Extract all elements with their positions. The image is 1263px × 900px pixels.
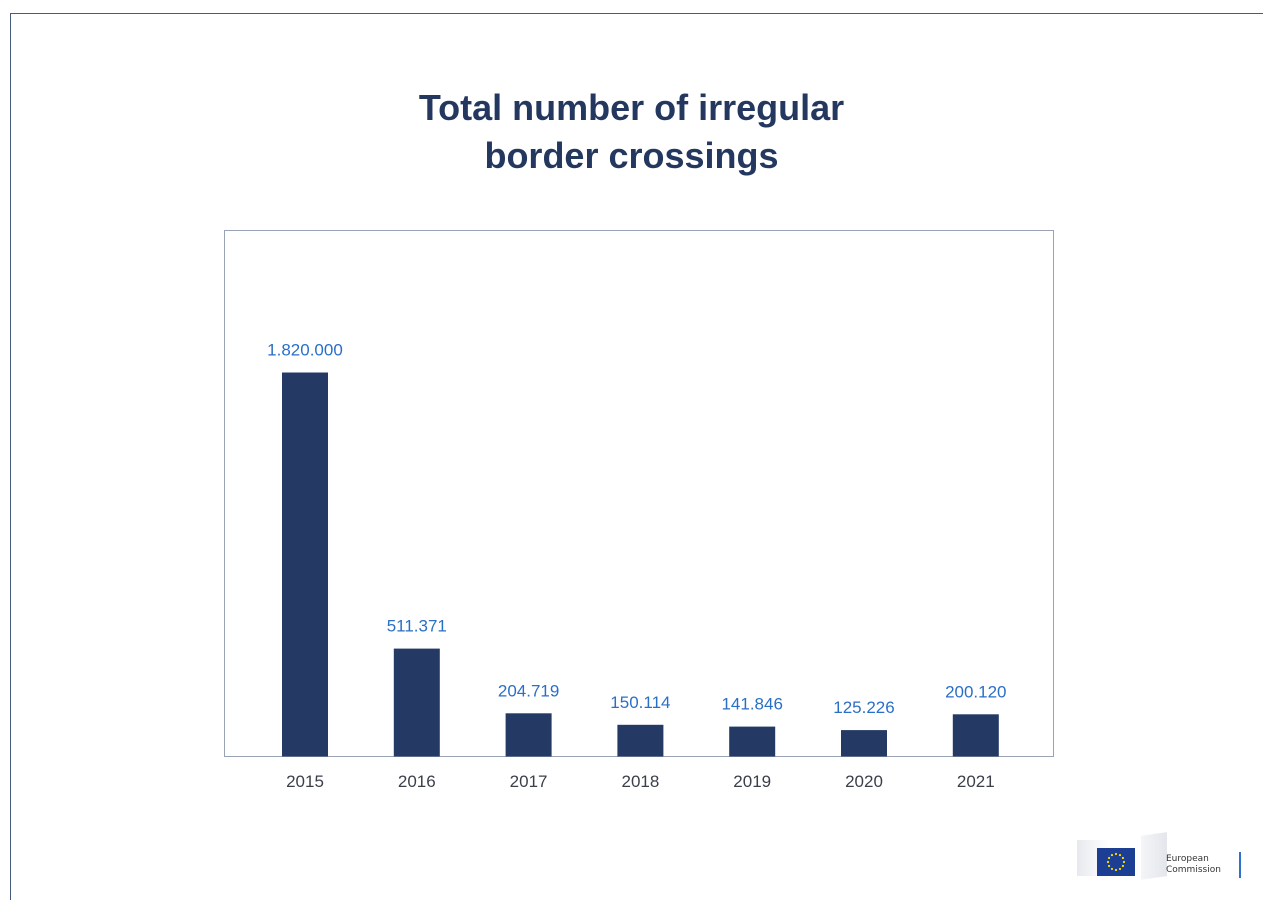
- european-commission-logo: European Commission: [1077, 832, 1247, 884]
- x-tick-label-2017: 2017: [510, 772, 548, 791]
- bar-2019: [729, 726, 776, 757]
- data-label-2017: 204.719: [498, 681, 559, 700]
- eu-flag-icon: [1097, 848, 1135, 876]
- flag-star-icon: [1107, 864, 1111, 868]
- flag-star-icon: [1121, 856, 1125, 860]
- x-tick-label-2016: 2016: [398, 772, 436, 791]
- x-tick-group: 2015 2016 2017 2018 2019 2020 2021: [286, 772, 995, 791]
- bar-2021: [952, 714, 999, 757]
- data-label-2018: 150.114: [610, 693, 670, 712]
- logo-text: European Commission: [1166, 854, 1221, 876]
- flag-star-icon: [1114, 868, 1118, 872]
- data-label-2020: 125.226: [833, 698, 894, 717]
- x-tick-label-2019: 2019: [733, 772, 771, 791]
- logo-text-line-1: European: [1166, 854, 1209, 864]
- bar-2015: [282, 372, 328, 757]
- plot-area: [224, 230, 1054, 757]
- flag-star-icon: [1121, 864, 1125, 868]
- data-label-2015: 1.820.000: [267, 341, 343, 360]
- flag-star-icon: [1110, 853, 1114, 857]
- x-tick-label-2015: 2015: [286, 772, 324, 791]
- flag-star-icon: [1118, 867, 1122, 871]
- logo-accent-bar: [1239, 852, 1241, 878]
- data-label-2016: 511.371: [387, 617, 447, 636]
- flag-star-icon: [1118, 853, 1122, 857]
- bar-2020: [841, 730, 887, 757]
- data-label-2021: 200.120: [945, 682, 1006, 701]
- flag-star-icon: [1107, 856, 1111, 860]
- flag-star-icon: [1106, 860, 1110, 864]
- x-tick-label-2018: 2018: [621, 772, 659, 791]
- flag-star-icon: [1110, 867, 1114, 871]
- logo-text-line-2: Commission: [1166, 865, 1221, 875]
- chart-title: Total number of irregular border crossin…: [0, 84, 1263, 180]
- bar-2017: [505, 713, 552, 757]
- chart-title-line-1: Total number of irregular: [418, 87, 845, 128]
- flag-star-icon: [1122, 860, 1126, 864]
- bar-group: [282, 372, 999, 757]
- x-tick-label-2021: 2021: [957, 772, 995, 791]
- flag-star-icon: [1114, 852, 1118, 856]
- data-label-group: 1.820.000 511.371 204.719 150.114 141.846 125…: [267, 341, 1006, 718]
- bar-2018: [617, 724, 664, 757]
- data-label-2019: 141.846: [721, 695, 782, 714]
- logo-page-shape: [1141, 832, 1167, 880]
- bar-2016: [393, 648, 440, 757]
- chart-title-line-2: border crossings: [484, 135, 779, 176]
- x-tick-label-2020: 2020: [845, 772, 883, 791]
